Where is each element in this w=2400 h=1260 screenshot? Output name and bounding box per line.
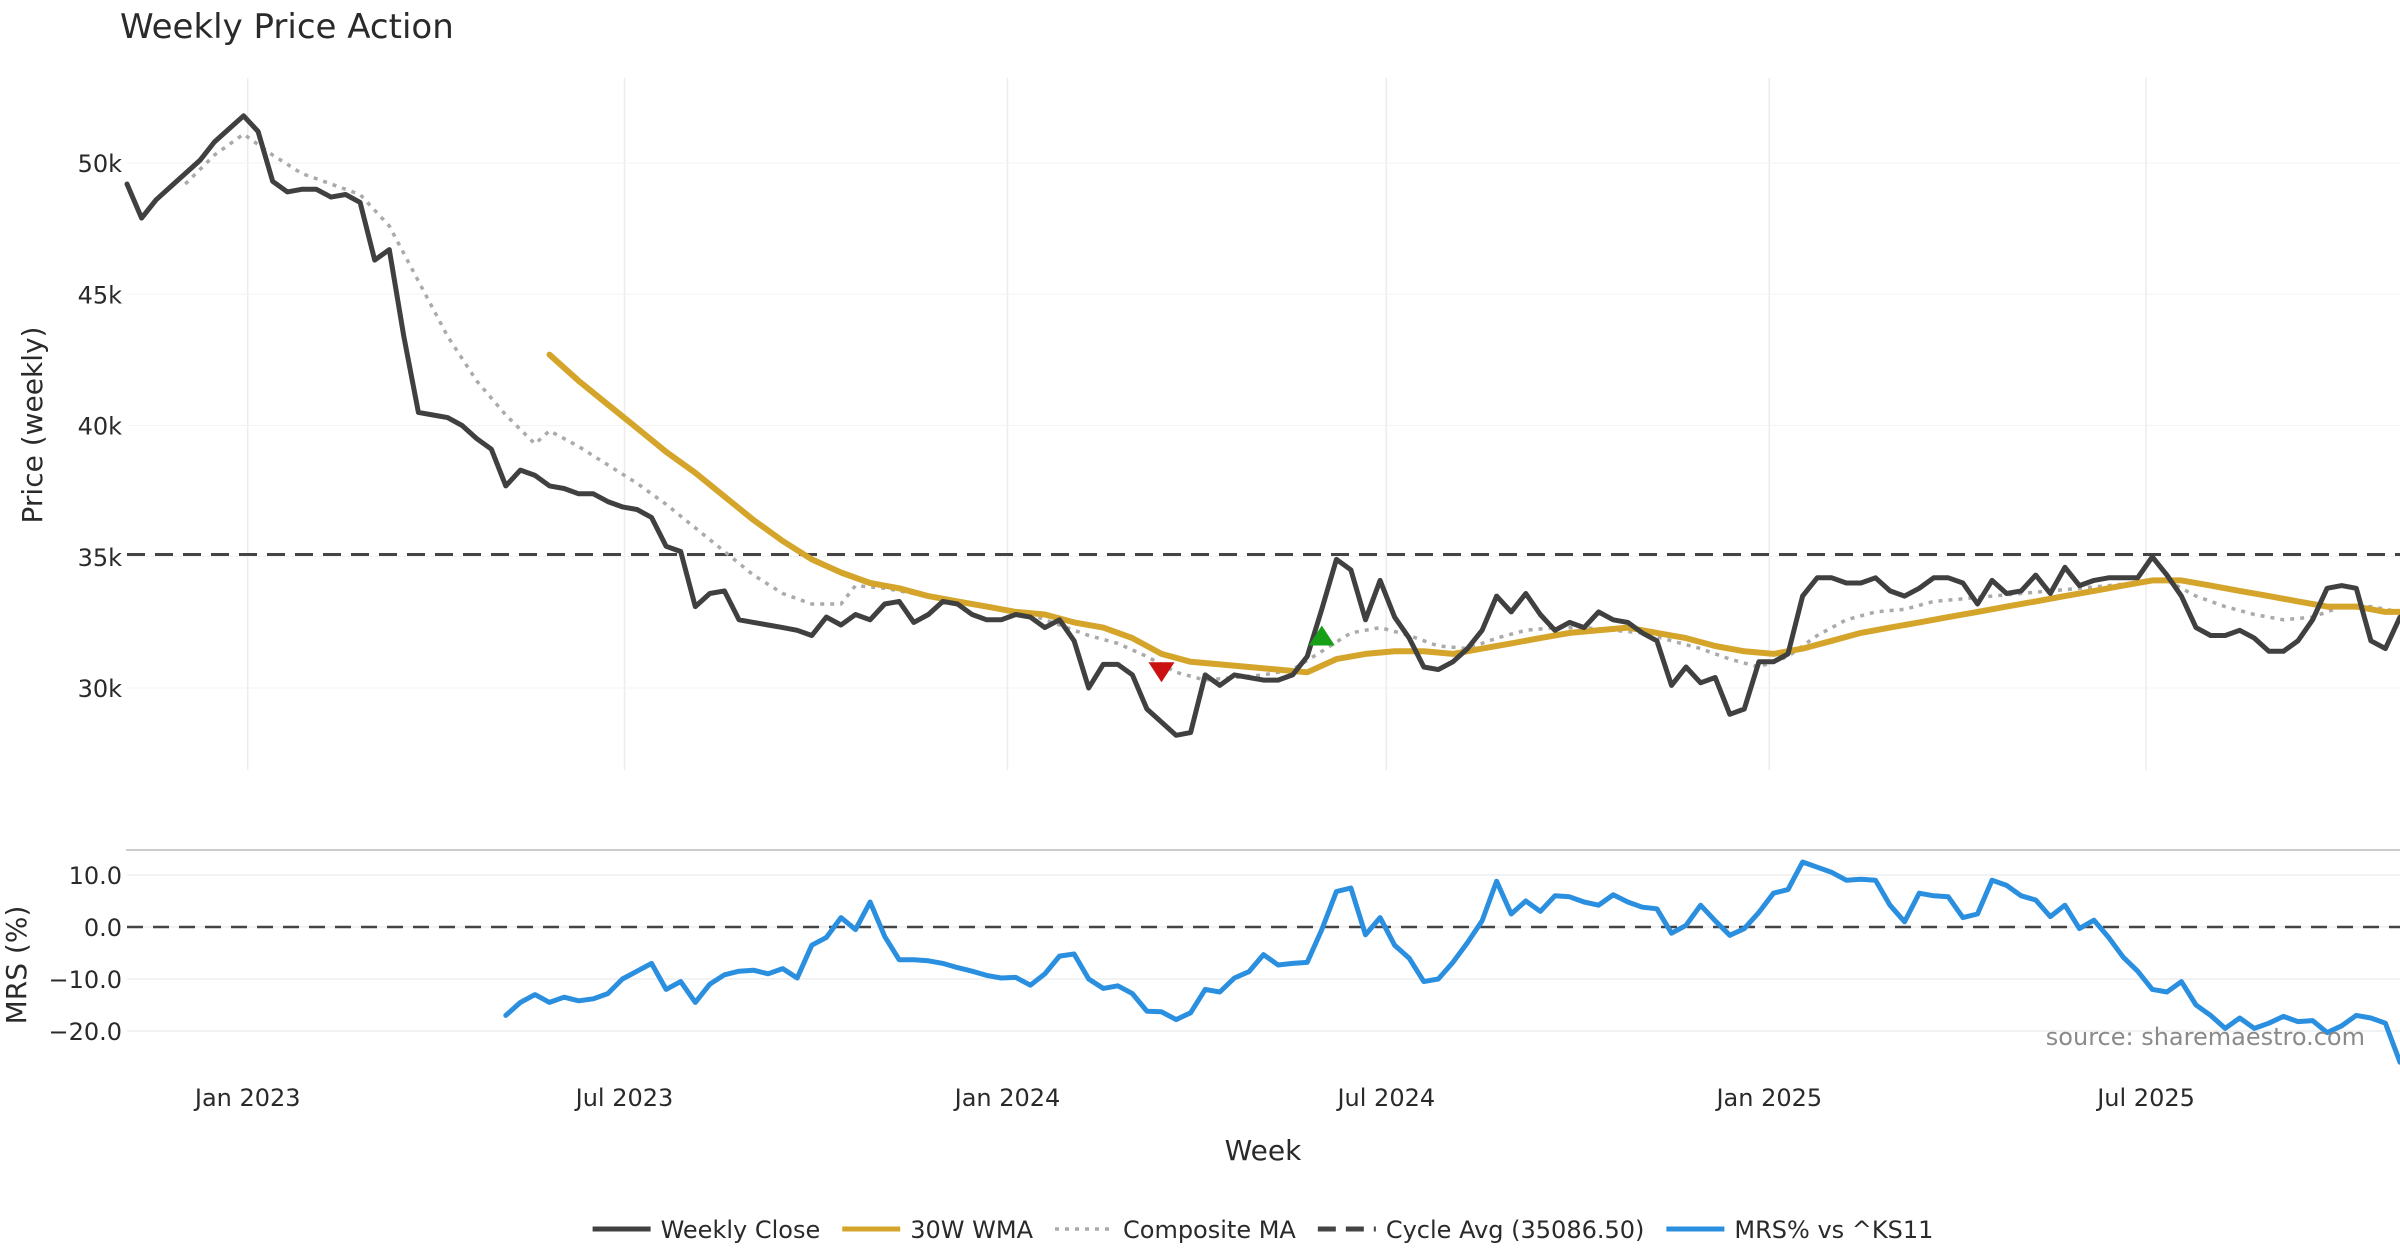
legend-item: Cycle Avg (35086.50) xyxy=(1317,1216,1645,1244)
x-tick-labels: Jan 2023 Jul 2023 Jan 2024 Jul 2024 Jan 2025… xyxy=(193,1084,2195,1112)
mrs-y-tick-label: 10.0 xyxy=(69,862,122,890)
price-y-axis-label: Price (weekly) xyxy=(16,327,49,524)
x-tick-label: Jan 2025 xyxy=(1714,1084,1822,1112)
x-axis-label: Week xyxy=(1225,1134,1302,1167)
x-tick-label: Jul 2023 xyxy=(574,1084,674,1112)
price-y-tick-label: 35k xyxy=(78,544,123,572)
price-y-tick-label: 45k xyxy=(78,281,123,309)
mrs-grid xyxy=(127,874,2400,1032)
legend-label: Cycle Avg (35086.50) xyxy=(1386,1216,1645,1244)
mrs-y-tick-label: −20.0 xyxy=(48,1018,122,1046)
mrs-y-axis-label: MRS (%) xyxy=(0,906,33,1025)
price-y-tick-label: 40k xyxy=(78,413,123,441)
source-note: source: sharemaestro.com xyxy=(2046,1023,2365,1051)
price-y-tick-label: 30k xyxy=(78,675,123,703)
legend-item: 30W WMA xyxy=(842,1216,1034,1244)
weekly-close-line xyxy=(124,113,2400,738)
sell-signal-marker xyxy=(1148,662,1175,683)
legend-item: Composite MA xyxy=(1055,1216,1296,1244)
30w-wma-line xyxy=(546,351,2400,676)
x-tick-label: Jul 2025 xyxy=(2095,1084,2195,1112)
price-grid xyxy=(127,78,2400,770)
price-y-tick-label: 50k xyxy=(78,150,123,178)
legend: Weekly Close 30W WMA Composite MA Cycle Avg… xyxy=(592,1216,1933,1244)
price-series xyxy=(124,113,2400,738)
legend-label: Composite MA xyxy=(1123,1216,1296,1244)
legend-label: 30W WMA xyxy=(910,1216,1033,1244)
mrs-y-tick-label: 0.0 xyxy=(84,914,122,942)
x-tick-label: Jul 2024 xyxy=(1335,1084,1435,1112)
legend-item: MRS% vs ^KS11 xyxy=(1666,1216,1933,1244)
signal-markers xyxy=(1148,625,1335,683)
legend-label: Weekly Close xyxy=(661,1216,821,1244)
buy-signal-marker xyxy=(1308,625,1335,646)
price-y-tick-labels: 30k 35k 40k 45k 50k xyxy=(78,150,123,703)
legend-label: MRS% vs ^KS11 xyxy=(1734,1216,1933,1244)
mrs-y-tick-labels: −20.0 −10.0 0.0 10.0 xyxy=(48,862,122,1046)
mrs-y-tick-label: −10.0 xyxy=(48,966,122,994)
mrs-line xyxy=(503,859,2400,1065)
mrs-series xyxy=(503,859,2400,1065)
chart-title: Weekly Price Action xyxy=(120,7,454,47)
legend-item: Weekly Close xyxy=(592,1216,821,1244)
x-tick-label: Jan 2023 xyxy=(193,1084,301,1112)
x-tick-label: Jan 2024 xyxy=(953,1084,1061,1112)
